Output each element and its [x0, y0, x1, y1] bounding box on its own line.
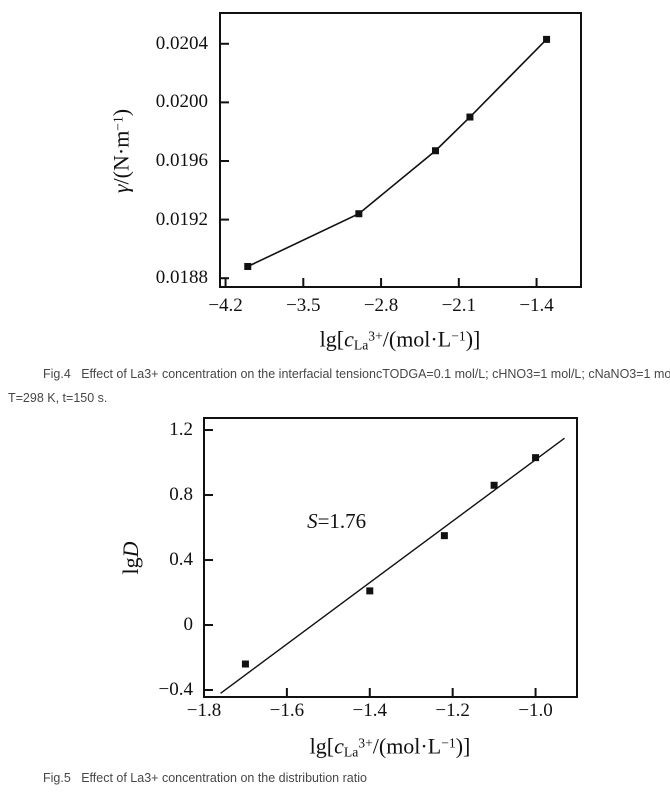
- label-segment: c: [334, 733, 344, 759]
- fig5-x-axis-label: lg[cLa3+/(mol·L−1)]: [310, 730, 471, 765]
- fig4-y-tick-label: 0.0188: [155, 267, 208, 289]
- fig4-data-point-marker: [244, 262, 252, 270]
- label-segment: La: [353, 337, 369, 353]
- label-segment: 3+: [368, 328, 383, 344]
- fig5-y-tick-label: 0.4: [169, 549, 193, 571]
- fig4-y-tick-label: 0.0196: [155, 149, 208, 171]
- fig5-x-tick-label: −1.6: [269, 700, 305, 721]
- label-segment: lg[: [319, 326, 345, 352]
- label-segment: D: [118, 541, 143, 558]
- fig4-x-axis-label: lg[cLa3+/(mol·L−1)]: [320, 323, 481, 358]
- fig5-y-tick-label: 0.8: [169, 484, 193, 506]
- fig5-data-point-marker: [440, 532, 448, 540]
- fig5-x-tick-label: −1.0: [518, 700, 553, 721]
- fig5-y-tick-label: −0.4: [158, 679, 193, 700]
- label-segment: /(mol·L: [382, 326, 452, 352]
- fig4-y-tick-label: 0.0192: [155, 208, 208, 230]
- fig4-x-tick-label: −2.1: [441, 295, 477, 316]
- fig5-data-point-marker: [532, 454, 540, 462]
- fig5-data-point-marker: [241, 660, 249, 668]
- label-segment: lg: [118, 557, 143, 575]
- fig5-x-tick-label: −1.4: [352, 700, 387, 721]
- fig5-x-tick-label: −1.8: [186, 700, 222, 721]
- fig4-data-point-marker: [543, 35, 551, 43]
- fig5-slope-annotation: S=1.76: [307, 509, 366, 533]
- fig4-data-point-marker: [466, 113, 474, 121]
- fig5-fit-line: [220, 437, 565, 694]
- fig5-plot-border: [203, 417, 578, 698]
- fig4-x-tick-label: −3.5: [286, 295, 321, 316]
- label-segment: /(mol·L: [372, 733, 442, 759]
- fig4-x-tick-label: −4.2: [208, 295, 243, 316]
- label-segment: lg[: [309, 733, 335, 759]
- fig4-x-tick-label: −1.4: [519, 295, 554, 316]
- label-segment: S: [307, 509, 318, 534]
- fig5-y-axis-label: lgD: [118, 541, 144, 574]
- fig5-data-point-marker: [490, 481, 498, 489]
- fig4-caption-line1: Fig.4 Effect of La3+ concentration on th…: [43, 367, 670, 381]
- label-segment: =1.76: [317, 509, 367, 534]
- label-segment: La: [343, 744, 359, 760]
- fig4-data-point-marker: [431, 147, 439, 155]
- fig5-caption-line1: Fig.5 Effect of La3+ concentration on th…: [43, 771, 367, 785]
- fig4-data-point-marker: [355, 210, 363, 218]
- fig4-plot-border: [219, 12, 582, 288]
- label-segment: c: [344, 326, 354, 352]
- fig4-y-tick-label: 0.0200: [155, 91, 208, 113]
- fig5-y-tick-label: 1.2: [169, 419, 193, 441]
- fig5-data-point-marker: [366, 587, 374, 595]
- fig4-caption-line2: T=298 K, t=150 s.: [8, 391, 108, 405]
- label-segment: −1: [441, 735, 456, 751]
- fig4-y-tick-label: 0.0204: [155, 32, 208, 54]
- label-segment: 3+: [358, 735, 373, 751]
- fig4-x-tick-label: −2.8: [363, 295, 399, 316]
- label-segment: )]: [465, 326, 481, 352]
- label-segment: )]: [455, 733, 471, 759]
- fig5-y-tick-label: 0: [183, 614, 194, 636]
- label-segment: −1: [451, 328, 466, 344]
- fig5-x-tick-label: −1.2: [435, 700, 470, 721]
